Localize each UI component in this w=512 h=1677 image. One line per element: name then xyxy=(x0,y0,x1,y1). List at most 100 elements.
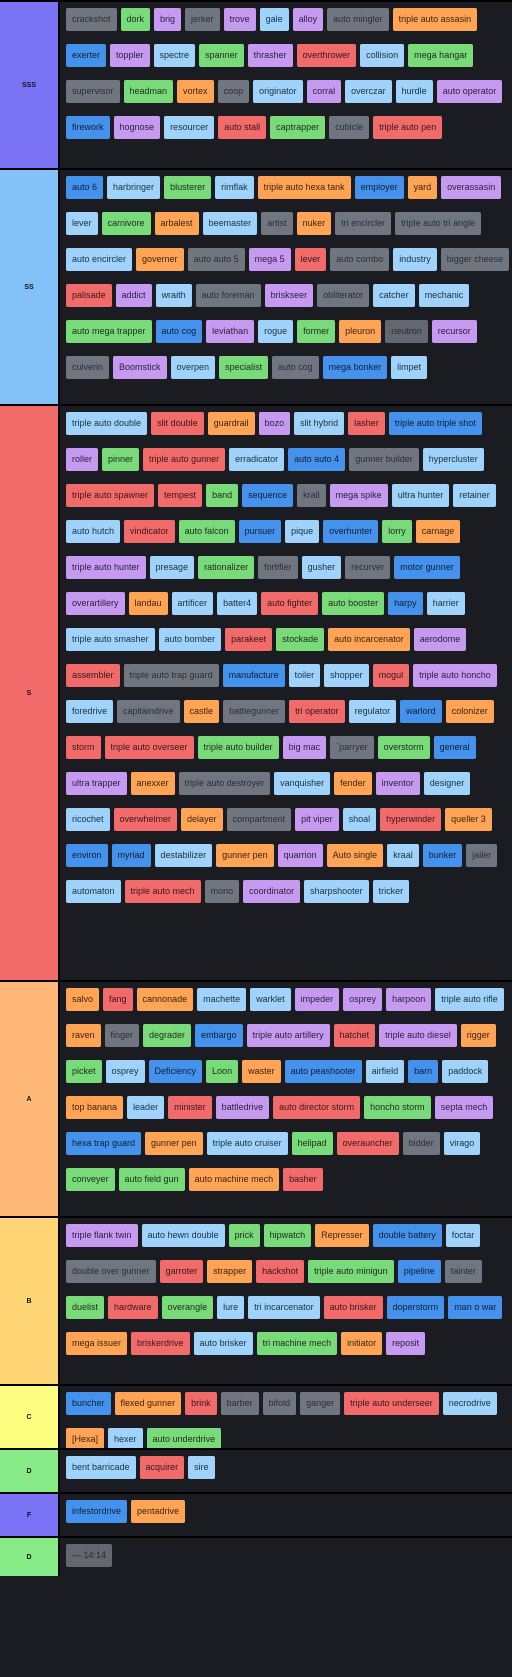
tier-item-chip[interactable]: cannonade xyxy=(136,988,194,1011)
tier-item-chip[interactable]: overassasin xyxy=(441,176,502,199)
tier-item-chip[interactable]: overangle xyxy=(161,1296,214,1319)
tier-item-chip[interactable]: triple auto diesel xyxy=(379,1024,457,1047)
tier-label[interactable]: F xyxy=(0,1494,60,1536)
tier-item-chip[interactable]: initiator xyxy=(341,1332,383,1355)
tier-item-chip[interactable]: retainer xyxy=(453,484,496,507)
tier-item-chip[interactable]: overwhelmer xyxy=(113,808,178,831)
tier-item-chip[interactable]: auto field gun xyxy=(118,1168,185,1191)
tier-item-chip[interactable]: Loon xyxy=(206,1060,239,1083)
tier-item-chip[interactable]: aerodome xyxy=(413,628,467,651)
tier-item-chip[interactable]: double battery xyxy=(372,1224,442,1247)
tier-item-chip[interactable]: triple auto pen xyxy=(373,116,443,139)
tier-item-chip[interactable]: leader xyxy=(127,1096,165,1119)
tier-item-chip[interactable]: triple flank twin xyxy=(66,1224,138,1247)
tier-item-chip[interactable]: auto brisker xyxy=(323,1296,383,1319)
tier-item-chip[interactable]: finger xyxy=(104,1024,140,1047)
tier-item-chip[interactable]: blusterer xyxy=(164,176,212,199)
tier-item-chip[interactable]: auto incarcenator xyxy=(328,628,410,651)
tier-item-chip[interactable]: auto booster xyxy=(322,592,385,615)
tier-item-chip[interactable]: guardrail xyxy=(207,412,255,435)
tier-item-chip[interactable]: hardware xyxy=(108,1296,158,1319)
tier-item-chip[interactable]: stockade xyxy=(276,628,325,651)
tier-item-chip[interactable]: airfield xyxy=(365,1060,405,1083)
tier-item-chip[interactable]: toiler xyxy=(288,664,321,687)
tier-item-chip[interactable]: auto peashooter xyxy=(284,1060,362,1083)
tier-item-chip[interactable]: recurver xyxy=(345,556,391,579)
tier-item-chip[interactable]: triple auto underseer xyxy=(344,1392,439,1415)
tier-items-area[interactable]: infestordrive pentadrive xyxy=(60,1494,512,1536)
tier-item-chip[interactable]: spectre xyxy=(153,44,196,67)
tier-item-chip[interactable]: vindicator xyxy=(124,520,175,543)
tier-item-chip[interactable]: helipad xyxy=(291,1132,333,1155)
tier-item-chip[interactable]: triple auto double xyxy=(66,412,148,435)
tier-item-chip[interactable]: auto brisker xyxy=(193,1332,253,1355)
tier-item-chip[interactable]: tri incarcenator xyxy=(248,1296,320,1319)
tier-item-chip[interactable]: hexer xyxy=(108,1428,143,1451)
tier-item-chip[interactable]: harpy xyxy=(388,592,423,615)
tier-items-area[interactable]: auto 6 harbringer blusterer rimflak triple a… xyxy=(60,170,512,404)
tier-item-chip[interactable]: crackshot xyxy=(66,8,117,31)
tier-item-chip[interactable]: hypercluster xyxy=(422,448,484,471)
tier-item-chip[interactable]: industry xyxy=(393,248,437,271)
tier-item-chip[interactable]: auto mingler xyxy=(327,8,389,31)
tier-item-chip[interactable]: auto cog xyxy=(272,356,319,379)
tier-item-chip[interactable]: storm xyxy=(66,736,101,759)
tier-item-chip[interactable]: fender xyxy=(334,772,372,795)
tier-item-chip[interactable]: rogue xyxy=(258,320,294,343)
tier-item-chip[interactable]: sequence xyxy=(242,484,294,507)
tier-label[interactable]: A xyxy=(0,982,60,1216)
tier-item-chip[interactable]: bigger cheese xyxy=(440,248,510,271)
tier-item-chip[interactable]: triple auto gunner xyxy=(143,448,226,471)
tier-item-chip[interactable]: captrapper xyxy=(270,116,326,139)
tier-item-chip[interactable]: mega bonker xyxy=(322,356,388,379)
tier-item-chip[interactable]: triple auto smasher xyxy=(66,628,155,651)
tier-item-chip[interactable]: triple auto builder xyxy=(197,736,279,759)
tier-item-chip[interactable]: battlegunner xyxy=(223,700,286,723)
tier-item-chip[interactable]: warlord xyxy=(400,700,442,723)
tier-item-chip[interactable]: yard xyxy=(407,176,438,199)
tier-item-chip[interactable]: myriad xyxy=(111,844,151,867)
tier-item-chip[interactable]: cubicle xyxy=(329,116,370,139)
tier-item-chip[interactable]: overstorm xyxy=(377,736,430,759)
tier-item-chip[interactable]: dork xyxy=(120,8,151,31)
tier-item-chip[interactable]: supervisor xyxy=(66,80,120,103)
tier-item-chip[interactable]: buncher xyxy=(66,1392,111,1415)
tier-item-chip[interactable]: pinner xyxy=(102,448,140,471)
tier-item-chip[interactable]: fortifier xyxy=(258,556,298,579)
tier-item-chip[interactable]: environ xyxy=(66,844,108,867)
tier-item-chip[interactable]: auto operator xyxy=(436,80,503,103)
tier-item-chip[interactable]: hackshot xyxy=(256,1260,305,1283)
tier-item-chip[interactable]: hurdle xyxy=(395,80,433,103)
tier-item-chip[interactable]: kraal xyxy=(387,844,419,867)
tier-item-chip[interactable]: auto cog xyxy=(155,320,203,343)
tier-item-chip[interactable]: auto falcon xyxy=(178,520,235,543)
tier-item-chip[interactable]: triple auto hunter xyxy=(66,556,146,579)
tier-item-chip[interactable]: honcho storm xyxy=(364,1096,431,1119)
tier-item-chip[interactable]: bozo xyxy=(258,412,291,435)
tier-item-chip[interactable]: motor gunner xyxy=(394,556,460,579)
tier-item-chip[interactable]: hatchet xyxy=(333,1024,376,1047)
tier-item-chip[interactable]: overartillery xyxy=(66,592,125,615)
tier-item-chip[interactable]: auto auto 4 xyxy=(288,448,346,471)
tier-item-chip[interactable]: brink xyxy=(185,1392,217,1415)
tier-item-chip[interactable]: slit hybrid xyxy=(294,412,345,435)
tier-item-chip[interactable]: spanner xyxy=(199,44,244,67)
tier-item-chip[interactable]: top banana xyxy=(66,1096,124,1119)
tier-item-chip[interactable]: minister xyxy=(168,1096,212,1119)
tier-item-chip[interactable]: lasher xyxy=(348,412,385,435)
tier-item-chip[interactable]: employer xyxy=(354,176,404,199)
tier-item-chip[interactable]: auto mega trapper xyxy=(66,320,152,343)
tier-item-chip[interactable]: triple auto assasin xyxy=(392,8,478,31)
tier-item-chip[interactable]: originator xyxy=(253,80,303,103)
tier-item-chip[interactable]: basher xyxy=(283,1168,323,1191)
tier-item-chip[interactable]: overauncher xyxy=(336,1132,399,1155)
tier-item-chip[interactable]: mogul xyxy=(372,664,410,687)
tier-item-chip[interactable]: toppler xyxy=(110,44,150,67)
tier-item-chip[interactable]: triple auto tri angle xyxy=(395,212,482,235)
tier-item-chip[interactable]: man o war xyxy=(448,1296,503,1319)
tier-item-chip[interactable]: palisade xyxy=(66,284,112,307)
tier-item-chip[interactable]: — 14:14 xyxy=(66,1544,113,1567)
tier-item-chip[interactable]: specialist xyxy=(219,356,269,379)
tier-item-chip[interactable]: obliterator xyxy=(317,284,370,307)
tier-label[interactable]: B xyxy=(0,1218,60,1384)
